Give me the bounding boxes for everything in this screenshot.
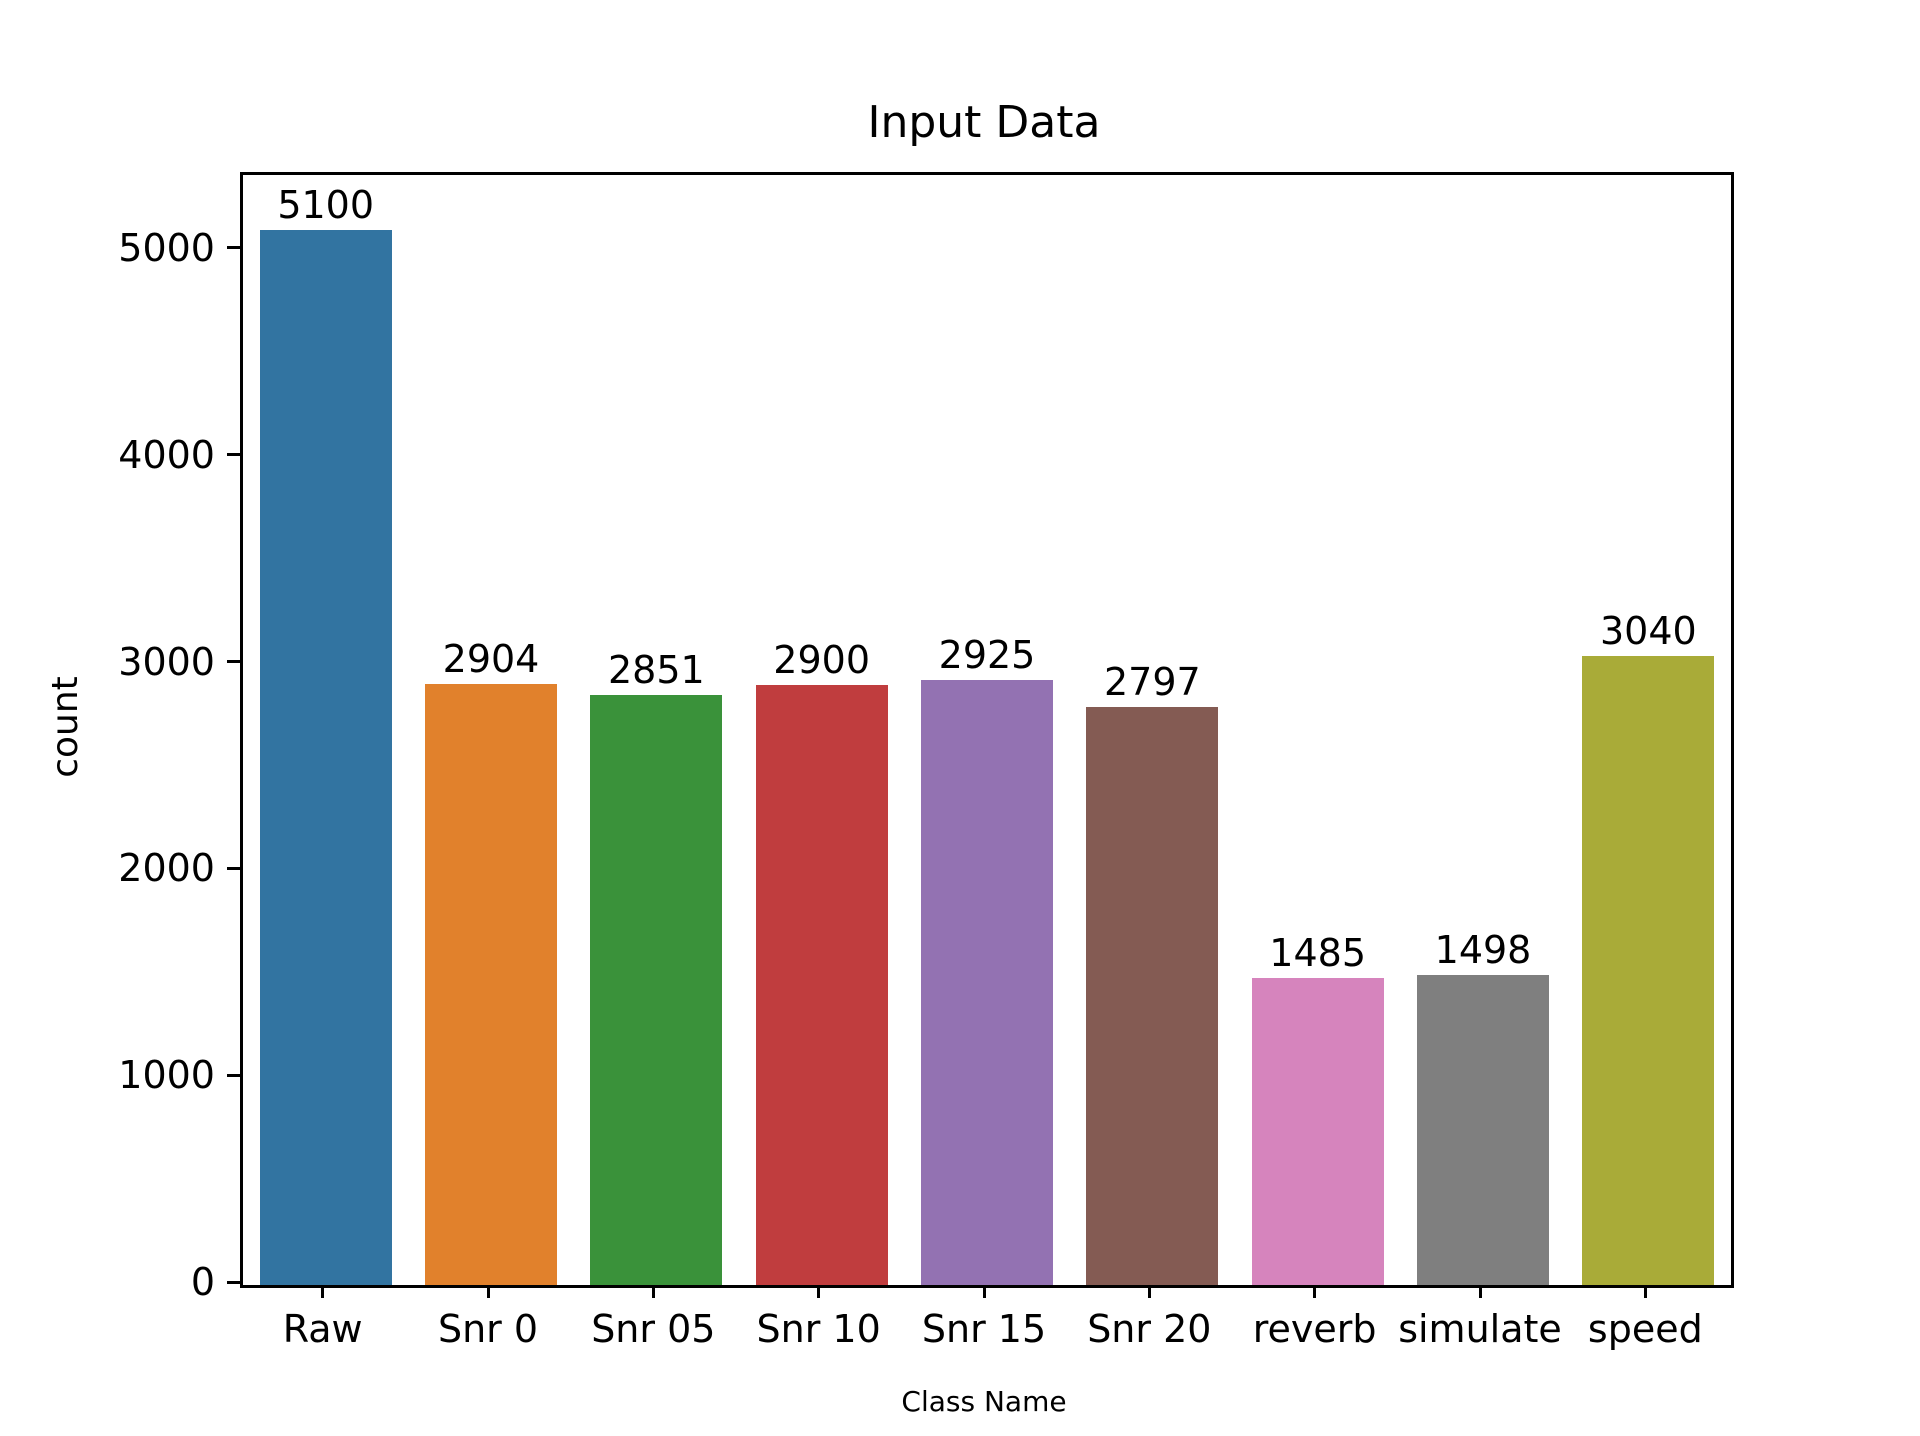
plot-area: 5100 2904 2851 2900 2925 2797 1485 1498 3040: [240, 172, 1734, 1288]
y-tick-label: 3000: [118, 639, 215, 684]
x-tick-mark: [817, 1285, 821, 1298]
bar-value-label: 1498: [1434, 928, 1532, 972]
y-tick-label: 1000: [118, 1053, 215, 1098]
bar-snr-10: [755, 685, 888, 1285]
bar-snr-0: [424, 684, 558, 1285]
y-tick-mark: [227, 866, 240, 870]
y-axis-label: count: [45, 676, 86, 778]
chart-title: Input Data: [867, 97, 1101, 148]
bar-value-label: 1485: [1269, 931, 1367, 975]
y-tick-label: 5000: [118, 225, 215, 270]
bar-raw: [259, 230, 392, 1285]
bar-value-label: 2797: [1103, 660, 1201, 704]
x-tick-label: simulate: [1398, 1307, 1562, 1351]
bar-snr-20: [1086, 707, 1219, 1285]
x-tick-mark: [486, 1285, 490, 1298]
y-tick-label: 2000: [118, 846, 215, 891]
x-tick-mark: [321, 1285, 325, 1298]
y-tick-mark: [227, 246, 240, 250]
bar-reverb: [1251, 978, 1384, 1285]
bar-value-label: 2851: [607, 648, 705, 692]
bar-snr-05: [590, 695, 723, 1285]
x-tick-label: Snr 05: [591, 1307, 716, 1351]
bar-value-label: 2904: [442, 637, 540, 681]
bar-simulate: [1416, 975, 1550, 1285]
bar-value-label: 5100: [277, 183, 375, 227]
bar-snr-15: [920, 680, 1054, 1285]
y-tick-label: 0: [190, 1260, 215, 1304]
x-tick-label: reverb: [1252, 1307, 1377, 1351]
x-tick-mark: [651, 1285, 655, 1298]
bar-value-label: 2900: [773, 638, 871, 682]
x-tick-label: Snr 15: [921, 1307, 1047, 1351]
y-tick-mark: [227, 453, 240, 457]
x-tick-label: speed: [1587, 1307, 1703, 1351]
x-tick-mark: [1643, 1285, 1647, 1298]
x-axis-label: Class Name: [901, 1385, 1067, 1418]
bar-speed: [1582, 656, 1715, 1285]
x-tick-label: Snr 0: [437, 1307, 539, 1351]
x-tick-label: Snr 20: [1087, 1307, 1212, 1351]
y-tick-mark: [227, 1073, 240, 1077]
y-tick-mark: [227, 660, 240, 664]
x-tick-label: Raw: [282, 1307, 363, 1351]
y-tick-mark: [227, 1280, 240, 1284]
bar-value-label: 3040: [1599, 609, 1697, 653]
x-tick-label: Snr 10: [756, 1307, 881, 1351]
x-tick-mark: [982, 1285, 986, 1298]
y-tick-label: 4000: [118, 432, 215, 477]
x-tick-mark: [1478, 1285, 1482, 1298]
x-tick-mark: [1147, 1285, 1151, 1298]
x-tick-mark: [1313, 1285, 1317, 1298]
bar-value-label: 2925: [938, 633, 1036, 677]
